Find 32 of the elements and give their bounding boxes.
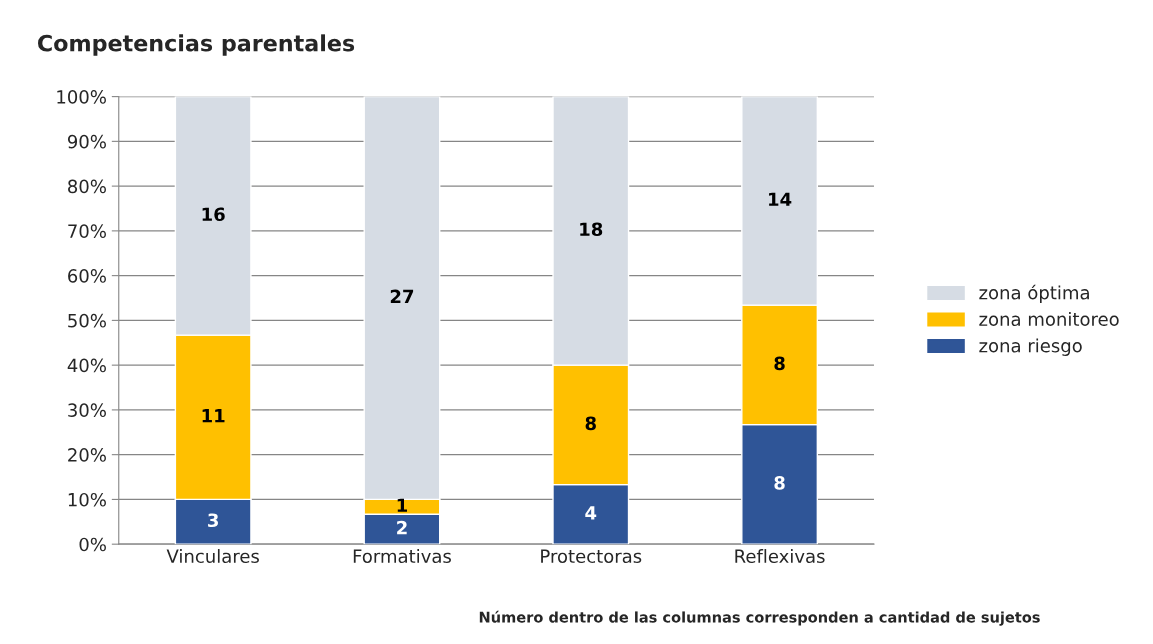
chart-title: Competencias parentales <box>38 34 355 56</box>
legend-label: zona óptima <box>979 284 1089 303</box>
annotation: 4 <box>585 506 597 520</box>
y-tick-label: 40% <box>67 358 106 373</box>
y-tick-label: 0% <box>79 537 106 552</box>
annotation: 8 <box>585 416 596 431</box>
y-tick-label: 100% <box>57 90 106 104</box>
y-tick-label: 80% <box>68 179 106 194</box>
y-tick-label: 20% <box>68 448 106 462</box>
y-tick-label: 50% <box>68 313 106 328</box>
annotation: 8 <box>774 356 785 371</box>
x-tick-label: Formativas <box>353 549 451 564</box>
x-tick-label: Protectoras <box>541 549 642 564</box>
y-tick-label: 90% <box>67 134 106 149</box>
x-tick-label: Vinculares <box>166 549 259 564</box>
annotation: 11 <box>202 409 225 423</box>
annotation: 18 <box>580 222 603 237</box>
annotation: 3 <box>208 513 219 528</box>
y-tick-label: 70% <box>68 224 106 238</box>
legend-label: zona monitoreo <box>979 312 1119 326</box>
annotation: 1 <box>397 498 407 512</box>
annotation: 2 <box>397 520 407 535</box>
y-tick-label: 10% <box>68 492 106 507</box>
annotation: 16 <box>202 207 225 222</box>
legend-label: zona riesgo <box>979 338 1082 356</box>
text: Número dentro de las columnas corresponden a cantidad de sujetos <box>479 610 1040 626</box>
annotation: 8 <box>774 476 785 490</box>
y-tick-label: 30% <box>68 403 106 418</box>
x-tick-label: Reflexivas <box>735 549 825 564</box>
annotation: 27 <box>390 289 414 303</box>
annotation: 14 <box>769 192 792 206</box>
y-tick-label: 60% <box>68 269 106 283</box>
